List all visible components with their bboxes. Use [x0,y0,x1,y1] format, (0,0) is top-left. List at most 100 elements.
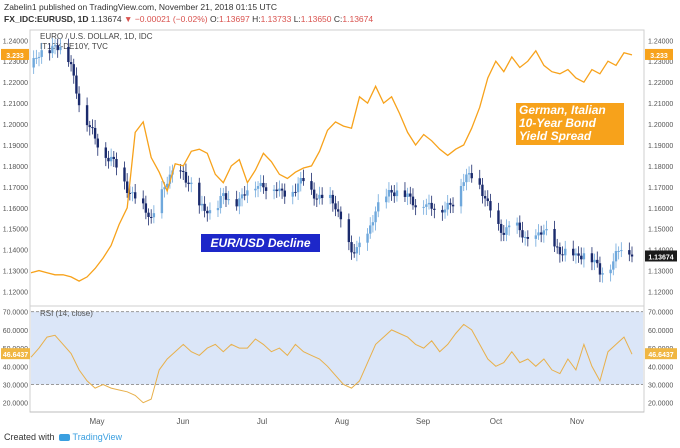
candle-body [72,64,75,76]
candle-body [628,250,631,255]
price-axis-left-tick: 1.15000 [3,227,28,234]
time-axis-tick: Jun [177,417,190,426]
candle-body [545,228,548,231]
candle-body [558,247,562,255]
candle-body [409,193,412,197]
publish-text: published on TradingView.com, November 2… [38,2,277,12]
close-label: C: [333,14,343,24]
candle-body [553,228,556,247]
candle-body [198,182,201,206]
price-axis-left-tick: 1.18000 [3,164,28,171]
candle-body [371,222,375,226]
candle-body [556,246,559,248]
candle-body [200,203,204,206]
candle-body [422,206,425,208]
candle-body [315,198,319,200]
candle-body [443,209,447,213]
candle-body [203,203,206,211]
candle-body [216,208,220,211]
candle-body [465,174,468,183]
candle-body [278,188,281,192]
candle-body [515,222,519,226]
candle-body [152,213,156,218]
candle-body [521,230,524,238]
candle-body [347,219,351,243]
price-axis-left-tick: 1.17000 [3,185,28,192]
candle-body [243,194,246,196]
candle-body [393,192,396,197]
rsi-axis-right-tick: 20.0000 [648,401,673,408]
candle-body [37,56,41,58]
candle-body [208,210,212,214]
candle-body [539,232,543,235]
candle-body [403,190,407,197]
candle-body [187,182,190,185]
candle-body [115,158,118,168]
symbol-label[interactable]: FX_IDC:EURUSD, 1D [4,14,89,24]
candle-body [441,209,444,213]
time-axis-tick: Sep [416,417,431,426]
candle-body [104,147,107,158]
candle-body [537,232,540,236]
close-value: 1.13674 [342,14,374,24]
price-axis-right-tick: 1.24000 [648,38,673,45]
candle-body [91,127,94,129]
candle-body [59,46,62,51]
author-name[interactable]: Zabelin1 [4,2,37,12]
candle-body [163,187,166,190]
rsi-series-line [30,323,633,404]
candle-body [320,194,324,199]
candle-body [53,45,57,47]
rsi-axis-right-tick: 60.0000 [648,328,673,335]
candle-body [179,170,182,172]
spread-value-left-tag-bg [1,48,29,60]
candle-body [414,205,417,208]
candle-body [523,236,527,238]
rsi-band-fill [31,311,643,385]
candle-body [144,203,148,213]
rsi-axis-left-tick: 30.0000 [3,383,28,390]
candle-body [609,269,612,274]
price-axis-left-tick: 1.24000 [3,38,28,45]
candle-body [75,75,78,94]
candle-body [222,193,225,196]
candle-body [577,253,580,256]
price-axis-left-tick: 1.23000 [3,59,28,66]
candle-body [328,194,332,199]
price-axis-left-tick: 1.16000 [3,206,28,213]
time-axis-tick: Oct [490,417,503,426]
candle-body [168,174,172,184]
low-label: L: [293,14,301,24]
candle-body [449,202,452,205]
main-series-legend[interactable]: EURO / U.S. DOLLAR, 1D, IDC [40,32,153,41]
candle-body [133,192,137,199]
candle-body [219,195,222,209]
candle-body [534,235,538,239]
brand-link[interactable]: TradingView [72,432,123,442]
candle-body [446,202,449,210]
candle-body [240,194,244,199]
candle-body [459,185,463,207]
rsi-legend[interactable]: RSI (14, close) [40,309,93,318]
candle-body [353,252,356,254]
price-axis-right-tick: 1.18000 [648,164,673,171]
candle-body [96,138,99,148]
candle-body [48,50,51,54]
candle-body [572,248,575,256]
spread-series-legend[interactable]: IT10Y-DE10Y, TVC [40,42,108,51]
price-last-tag-bg [645,250,677,262]
rsi-axis-right-tick: 70.0000 [648,310,673,317]
publish-line: Zabelin1 published on TradingView.com, N… [4,2,277,12]
candle-body [262,182,265,188]
change-value: −0.00021 (−0.02%) [134,14,208,24]
candle-body [612,261,615,270]
time-axis-tick: May [89,417,104,426]
candle-body [206,210,209,214]
rsi-axis-left-tick: 40.0000 [3,364,28,371]
rsi-value-left-tag-bg [1,348,30,360]
candle-body [350,242,353,253]
candle-body [387,189,391,197]
candle-body [561,254,564,256]
candle-body [395,190,399,197]
